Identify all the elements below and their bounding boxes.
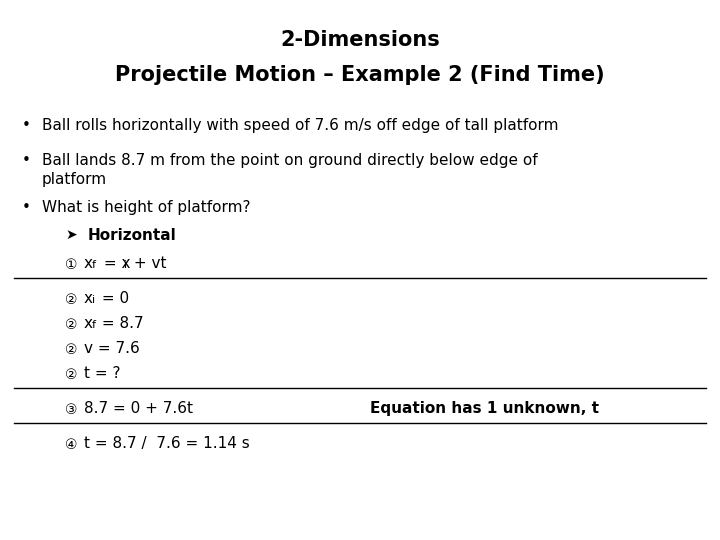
Text: Projectile Motion – Example 2 (Find Time): Projectile Motion – Example 2 (Find Time…	[115, 65, 605, 85]
Text: ②: ②	[65, 343, 78, 357]
Text: ③: ③	[65, 403, 78, 417]
Text: ②: ②	[65, 318, 78, 332]
Text: 8.7 = 0 + 7.6t: 8.7 = 0 + 7.6t	[84, 401, 193, 416]
Text: t = 8.7 /  7.6 = 1.14 s: t = 8.7 / 7.6 = 1.14 s	[84, 436, 250, 451]
Text: ➤: ➤	[65, 228, 76, 242]
Text: x: x	[84, 291, 93, 306]
Text: Equation has 1 unknown, t: Equation has 1 unknown, t	[370, 401, 599, 416]
Text: platform: platform	[42, 172, 107, 187]
Text: •: •	[22, 153, 31, 168]
Text: Ball rolls horizontally with speed of 7.6 m/s off edge of tall platform: Ball rolls horizontally with speed of 7.…	[42, 118, 559, 133]
Text: = 8.7: = 8.7	[97, 316, 143, 331]
Text: + vt: + vt	[129, 256, 166, 271]
Text: = 0: = 0	[97, 291, 129, 306]
Text: = x: = x	[99, 256, 130, 271]
Text: t = ?: t = ?	[84, 366, 120, 381]
Text: i: i	[124, 260, 127, 270]
Text: Horizontal: Horizontal	[88, 228, 176, 243]
Text: ②: ②	[65, 293, 78, 307]
Text: i: i	[92, 295, 95, 305]
Text: •: •	[22, 118, 31, 133]
Text: ①: ①	[65, 258, 78, 272]
Text: •: •	[22, 200, 31, 215]
Text: 2-Dimensions: 2-Dimensions	[280, 30, 440, 50]
Text: f: f	[92, 320, 96, 330]
Text: ②: ②	[65, 368, 78, 382]
Text: f: f	[92, 260, 96, 270]
Text: x: x	[84, 256, 93, 271]
Text: x: x	[84, 316, 93, 331]
Text: Ball lands 8.7 m from the point on ground directly below edge of: Ball lands 8.7 m from the point on groun…	[42, 153, 538, 168]
Text: What is height of platform?: What is height of platform?	[42, 200, 251, 215]
Text: ④: ④	[65, 438, 78, 452]
Text: v = 7.6: v = 7.6	[84, 341, 140, 356]
